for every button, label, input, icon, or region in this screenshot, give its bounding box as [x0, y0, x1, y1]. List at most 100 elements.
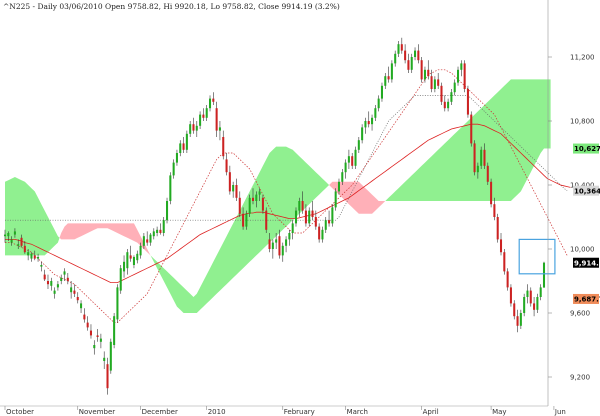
candle — [450, 89, 453, 105]
candle — [294, 207, 298, 227]
candle — [3, 229, 7, 243]
candle — [430, 69, 433, 93]
candle-body-up — [460, 63, 463, 70]
y-tick-label: 10,000 — [570, 246, 595, 254]
candle — [351, 153, 354, 169]
candle — [529, 287, 532, 307]
candle — [470, 111, 473, 147]
candle — [80, 300, 83, 313]
candle — [50, 277, 53, 291]
candle — [367, 111, 370, 128]
candle — [394, 50, 397, 67]
candle-body-up — [410, 57, 413, 70]
candle — [328, 210, 331, 227]
candle-body-down — [430, 76, 433, 89]
candle-body-up — [519, 313, 522, 326]
candle — [245, 210, 248, 230]
candle-body-up — [56, 284, 59, 288]
candle-body-down — [466, 89, 469, 115]
candle — [314, 210, 317, 230]
candle-body-down — [493, 204, 496, 217]
candle — [318, 223, 321, 243]
candle-body-up — [361, 127, 364, 141]
candle — [380, 82, 383, 102]
candle-body-down — [192, 124, 195, 131]
candle — [390, 60, 393, 83]
highlight-box — [518, 238, 556, 275]
candle — [106, 357, 109, 395]
candle-body-up — [162, 220, 165, 233]
candle-body-up — [50, 281, 53, 286]
candle-body-up — [258, 191, 261, 195]
candle-body-up — [185, 133, 188, 150]
candle-body-down — [407, 60, 410, 70]
candle-body-down — [129, 255, 132, 259]
candle-body-down — [261, 197, 264, 211]
candle — [142, 233, 145, 249]
candle-body-up — [357, 140, 360, 150]
price-tag-label: 9,914.19 — [574, 259, 600, 267]
candle — [89, 324, 93, 339]
candle-body-up — [414, 50, 417, 57]
candle — [93, 340, 96, 355]
candle — [384, 73, 387, 89]
candle-body-up — [172, 162, 175, 176]
candle-body-up — [394, 53, 397, 64]
candle — [533, 297, 536, 317]
candle — [235, 178, 238, 201]
candle — [509, 284, 512, 307]
candle — [503, 249, 506, 275]
candle — [136, 250, 139, 264]
candle-body-up — [476, 165, 479, 173]
candle-body-up — [103, 357, 106, 361]
candle — [493, 197, 496, 221]
candle-body-down — [96, 335, 99, 337]
candle — [166, 197, 169, 224]
candle-body-down — [351, 156, 354, 166]
cloud-bull-segment-4 — [385, 79, 551, 201]
candle — [202, 108, 205, 121]
candle — [129, 245, 132, 262]
candle — [440, 82, 443, 105]
candle — [480, 146, 483, 169]
candle — [189, 121, 192, 137]
candle — [20, 234, 23, 248]
candle-body-down — [503, 252, 506, 272]
candle — [23, 241, 26, 254]
candle-body-up — [480, 149, 483, 166]
candle — [542, 261, 546, 288]
candle — [447, 98, 450, 112]
candle — [460, 60, 463, 77]
candle-body-down — [486, 165, 489, 182]
candle — [248, 194, 251, 217]
candle-body-up — [208, 98, 212, 109]
candle-body-down — [304, 210, 307, 224]
candle-body-up — [536, 297, 539, 310]
candle-body-down — [202, 114, 205, 118]
candle-body-down — [215, 108, 218, 131]
candle-body-up — [80, 303, 83, 309]
candle-body-down — [443, 101, 446, 109]
candle — [536, 293, 539, 313]
candle — [46, 274, 50, 289]
candle-body-up — [169, 175, 172, 201]
highlight-rectangle — [518, 238, 556, 275]
candle — [506, 268, 509, 291]
candle-body-down — [529, 290, 532, 304]
price-tag-bg — [573, 143, 599, 154]
indicator-lines — [5, 69, 571, 323]
cloud-bear-segment-3 — [329, 181, 386, 214]
candle — [341, 169, 344, 185]
candle — [33, 250, 36, 261]
candle — [433, 76, 436, 93]
candle — [298, 197, 301, 217]
candle-body-down — [387, 76, 390, 80]
candle — [66, 273, 69, 285]
candle-body-up — [109, 341, 112, 371]
candle-body-down — [483, 149, 486, 166]
candle — [83, 308, 86, 323]
candle-body-up — [371, 117, 374, 125]
candle-body-up — [116, 287, 119, 320]
candle — [377, 95, 380, 112]
candle — [63, 268, 66, 281]
